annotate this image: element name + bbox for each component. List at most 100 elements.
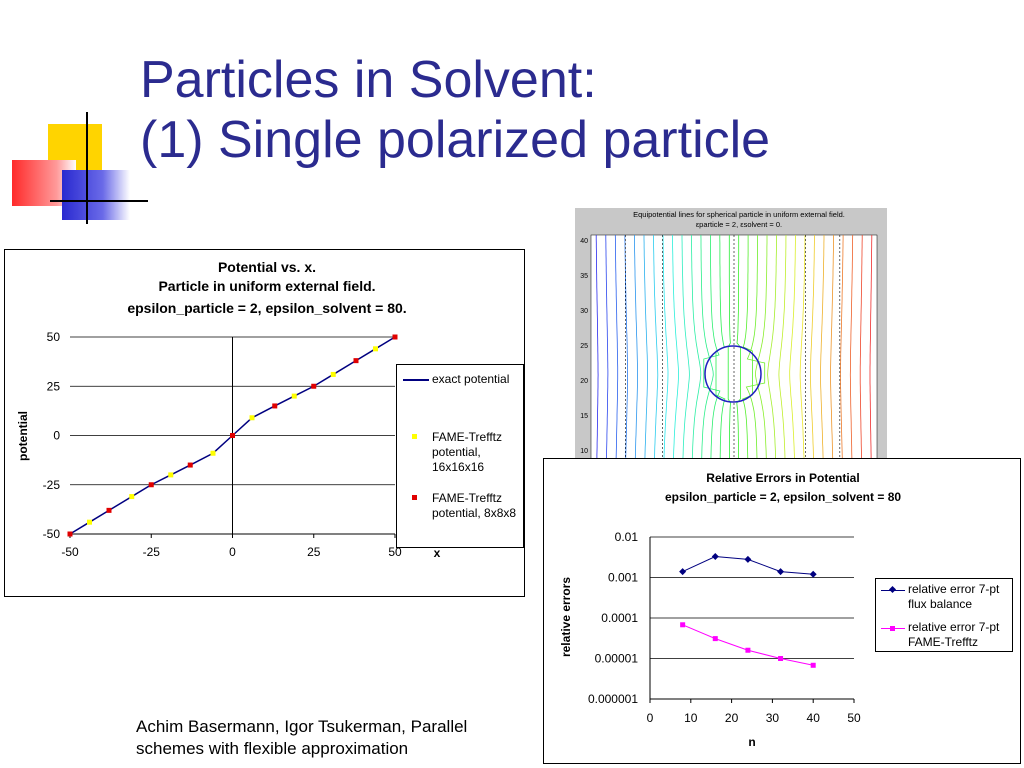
chart3-xtick-label: 20 xyxy=(725,711,739,725)
chart2-ytick-label: 20 xyxy=(580,378,588,385)
title-line-2: (1) Single polarized particle xyxy=(140,111,771,169)
chart2-title: Equipotential lines for spherical partic… xyxy=(633,210,845,219)
chart3-subtitle: epsilon_particle = 2, epsilon_solvent = … xyxy=(665,490,901,504)
equipotential-line xyxy=(767,235,777,460)
equipotential-line xyxy=(700,234,714,460)
chart1-xtick-label: 50 xyxy=(388,545,402,559)
equipotential-line xyxy=(830,234,834,460)
chart3-title: Relative Errors in Potential xyxy=(706,471,859,485)
equipotential-plot: Equipotential lines for spherical partic… xyxy=(580,210,878,460)
chart3-fame-marker xyxy=(680,622,686,628)
chart1-fame8-marker xyxy=(187,462,193,468)
chart1-fame16-marker xyxy=(129,494,135,500)
errors-chart: Relative Errors in Potential epsilon_par… xyxy=(559,471,901,749)
equipotential-line xyxy=(789,234,796,460)
chart1-fame16-marker xyxy=(249,415,255,421)
chart1-fame16-marker xyxy=(87,519,92,525)
logo-horizontal-line xyxy=(50,200,148,202)
chart1-fame16-marker xyxy=(168,472,174,478)
chart3-xtick-label: 40 xyxy=(807,711,821,725)
equipotential-line xyxy=(809,234,815,460)
chart3-xlabel: n xyxy=(748,735,755,749)
legend-fame-square-icon xyxy=(890,626,895,631)
chart1-legend: exact potential FAME-Trefftz potential, … xyxy=(396,364,524,548)
legend-yellow-marker-icon xyxy=(412,434,417,439)
chart3-xtick-label: 10 xyxy=(684,711,698,725)
chart1-xtick-label: 25 xyxy=(307,545,321,559)
chart1-fame8-marker xyxy=(230,433,235,438)
equipotential-line xyxy=(595,235,599,459)
chart1-fame16-marker xyxy=(291,393,297,399)
chart3-fame-marker xyxy=(712,636,718,642)
author-credit: Achim Basermann, Igor Tsukerman, Paralle… xyxy=(136,717,468,758)
chart1-fame8-marker xyxy=(353,358,359,364)
equipotential-line xyxy=(745,235,766,460)
chart1-fame8-marker xyxy=(311,383,317,389)
chart3-xtick-label: 50 xyxy=(847,711,861,725)
chart3-ytick-label: 0.0001 xyxy=(601,611,638,625)
chart1-fame16-marker xyxy=(373,346,378,352)
logo-decoration xyxy=(0,0,150,230)
equipotential-line xyxy=(742,235,753,460)
chart3-ytick-label: 0.000001 xyxy=(588,692,638,706)
equipotential-line xyxy=(653,235,659,460)
equipotential-line xyxy=(672,234,680,460)
chart1-fame16-marker xyxy=(330,371,336,377)
legend-red-marker-icon xyxy=(412,495,417,500)
potential-chart: Potential vs. x. Particle in uniform ext… xyxy=(16,259,441,560)
equipotential-line xyxy=(681,235,690,460)
chart3-xtick-label: 30 xyxy=(766,711,780,725)
logo-vertical-line xyxy=(86,112,88,224)
equipotential-line xyxy=(662,234,669,460)
chart1-ytick-label: -50 xyxy=(43,527,61,541)
legend-fame16-label: FAME-Trefftz potential, 16x16x16 xyxy=(432,430,503,474)
chart3-flux-marker xyxy=(679,568,687,576)
chart2-ytick-label: 40 xyxy=(580,238,588,245)
chart1-fame8-marker xyxy=(67,531,73,537)
chart1-xtick-label: -50 xyxy=(61,545,79,559)
chart1-fame8-marker xyxy=(148,482,154,488)
equipotential-panel: Equipotential lines for spherical partic… xyxy=(575,208,887,460)
potential-chart-panel: Potential vs. x. Particle in uniform ext… xyxy=(4,249,525,597)
chart1-fame8-marker xyxy=(106,507,112,513)
equipotential-line xyxy=(869,235,873,459)
slide-title: Particles in Solvent: (1) Single polariz… xyxy=(140,50,770,170)
chart3-fame-marker xyxy=(778,656,784,661)
logo-blue-square xyxy=(62,170,130,220)
chart3-legend: relative error 7-pt flux balance relativ… xyxy=(875,578,1013,652)
chart1-subtitle: Particle in uniform external field. xyxy=(158,278,375,294)
chart1-xtick-label: -25 xyxy=(143,545,161,559)
chart2-subtitle: εparticle = 2, εsolvent = 0. xyxy=(696,220,782,229)
chart3-xtick-label: 0 xyxy=(647,711,654,725)
equipotential-line xyxy=(849,234,854,460)
legend-fame-label: relative error 7-pt FAME-Trefftz xyxy=(908,620,1000,649)
chart3-flux-marker xyxy=(809,570,817,578)
chart2-ytick-label: 10 xyxy=(580,448,588,455)
chart3-ylabel: relative errors xyxy=(559,577,573,657)
equipotential-line xyxy=(614,234,619,460)
chart3-fame-line xyxy=(682,624,814,666)
equipotential-line xyxy=(643,235,648,460)
chart3-fame-marker xyxy=(745,647,751,653)
equipotential-line xyxy=(703,235,721,460)
chart3-flux-marker xyxy=(777,568,785,576)
errors-chart-panel: Relative Errors in Potential epsilon_par… xyxy=(543,458,1021,764)
chart1-ylabel: potential xyxy=(16,411,30,461)
chart2-ytick-label: 15 xyxy=(580,413,588,420)
chart2-ytick-label: 30 xyxy=(580,308,588,315)
equipotential-line xyxy=(839,235,844,460)
chart1-fame16-marker xyxy=(210,450,216,456)
chart3-flux-marker xyxy=(711,553,719,561)
particle-circle xyxy=(704,345,762,403)
chart3-fame-marker xyxy=(810,662,816,668)
equipotential-line xyxy=(799,234,806,460)
chart2-ytick-label: 35 xyxy=(580,273,588,280)
legend-flux-diamond-icon xyxy=(888,585,897,594)
chart3-ytick-label: 0.00001 xyxy=(595,652,639,666)
legend-flux-label: relative error 7-pt flux balance xyxy=(908,582,1000,611)
chart1-ytick-label: 0 xyxy=(53,429,60,443)
chart1-fame8-marker xyxy=(272,403,278,409)
chart2-ytick-label: 25 xyxy=(580,343,588,350)
legend-fame8-label: FAME-Trefftz potential, 8x8x8 xyxy=(432,491,517,520)
equipotential-line xyxy=(859,235,863,460)
